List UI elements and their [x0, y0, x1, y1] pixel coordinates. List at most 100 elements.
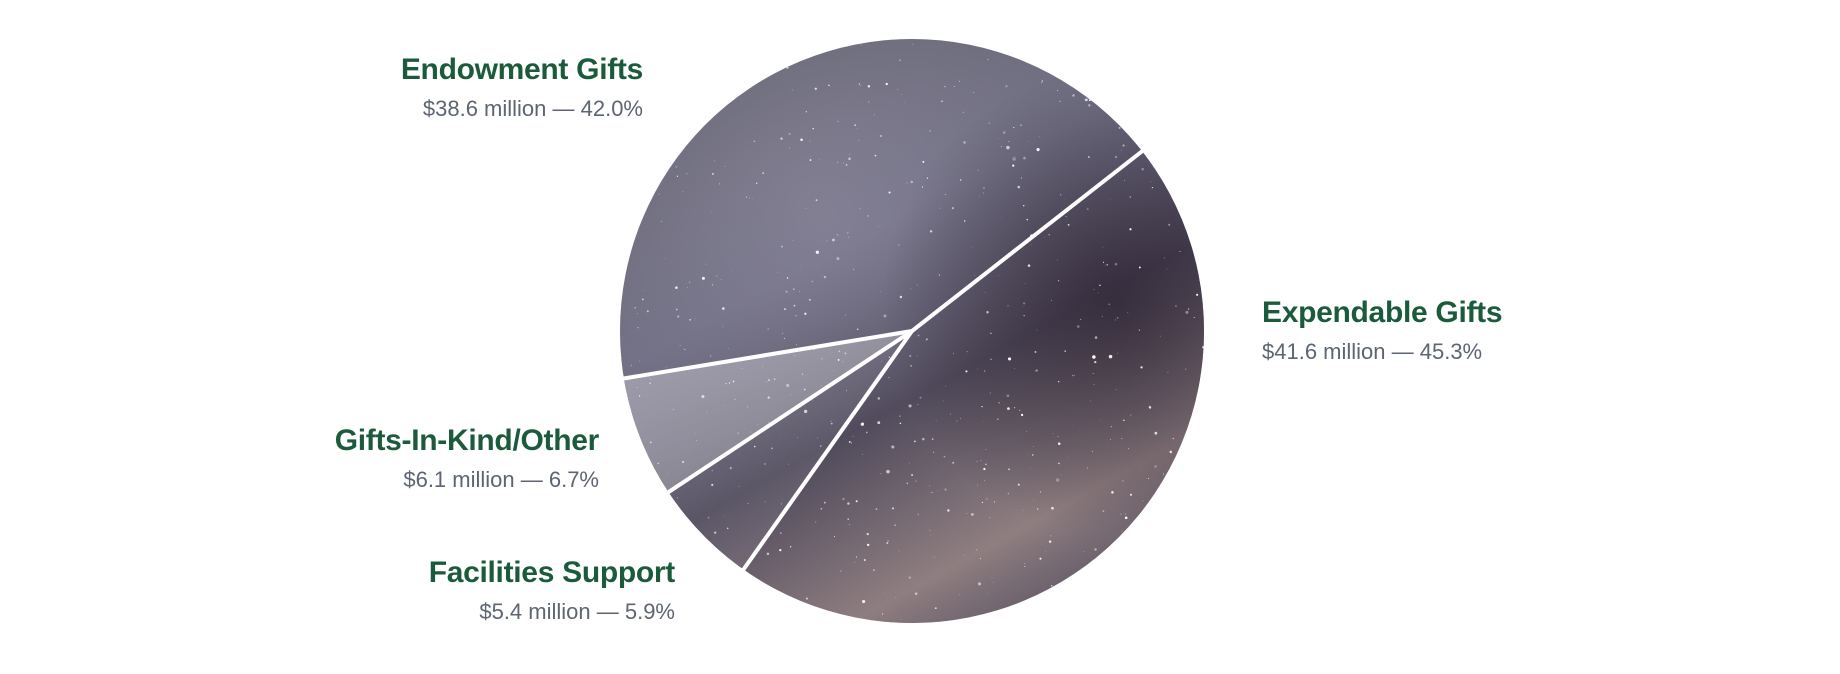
star: [1108, 303, 1111, 306]
star: [636, 529, 637, 531]
star: [1192, 583, 1195, 586]
star: [738, 486, 740, 488]
star: [1039, 491, 1042, 493]
star: [911, 474, 913, 476]
star: [1167, 371, 1169, 373]
star: [866, 543, 870, 547]
star: [842, 497, 845, 501]
star: [1148, 406, 1152, 409]
star: [1042, 39, 1044, 41]
star: [815, 250, 820, 254]
star: [1033, 446, 1034, 448]
star: [885, 82, 888, 86]
star: [708, 619, 710, 621]
star: [1090, 400, 1091, 402]
star: [781, 503, 783, 505]
star: [788, 463, 789, 465]
star: [929, 485, 930, 487]
star: [765, 615, 768, 618]
star: [1154, 431, 1158, 435]
star: [828, 84, 830, 87]
star: [1175, 305, 1177, 307]
star: [781, 332, 784, 334]
star: [797, 437, 799, 439]
star: [939, 207, 941, 209]
star: [1179, 551, 1182, 555]
star: [675, 308, 678, 311]
star: [916, 355, 918, 357]
star: [716, 275, 718, 277]
star: [1103, 261, 1105, 263]
star: [880, 291, 882, 292]
star: [671, 72, 673, 74]
star: [675, 165, 678, 168]
star: [1185, 310, 1189, 314]
star: [976, 41, 979, 44]
star: [1107, 444, 1109, 446]
star: [799, 266, 801, 268]
star: [1168, 546, 1171, 548]
star: [906, 482, 909, 485]
star: [801, 373, 803, 375]
star: [620, 391, 622, 395]
star: [1007, 357, 1012, 361]
star: [1145, 590, 1148, 593]
star: [805, 597, 808, 600]
star: [693, 83, 696, 86]
star: [793, 354, 796, 356]
star: [674, 106, 675, 107]
star: [639, 426, 641, 428]
star: [832, 238, 835, 242]
star: [1014, 156, 1016, 157]
star: [1027, 529, 1028, 531]
star: [903, 102, 905, 104]
star: [1036, 508, 1039, 510]
star: [785, 290, 788, 293]
star: [815, 521, 817, 523]
star: [699, 608, 701, 610]
star: [809, 140, 811, 142]
star: [998, 274, 1000, 276]
star: [984, 480, 986, 481]
star: [1036, 148, 1040, 152]
star: [1068, 595, 1070, 597]
star: [1132, 536, 1134, 538]
star: [1028, 140, 1030, 142]
star: [985, 449, 987, 450]
star: [854, 561, 856, 563]
star: [1073, 53, 1075, 54]
star: [861, 453, 863, 455]
star: [649, 194, 651, 197]
star: [888, 356, 891, 358]
star: [816, 437, 818, 439]
star: [780, 532, 782, 534]
star: [1074, 374, 1075, 376]
star: [641, 298, 644, 301]
star: [1052, 433, 1054, 434]
star: [1064, 199, 1065, 201]
star: [687, 287, 688, 288]
star: [790, 546, 792, 548]
star: [892, 507, 894, 510]
star: [780, 532, 782, 534]
star: [1157, 39, 1159, 41]
star: [931, 491, 933, 494]
star: [997, 418, 999, 420]
star: [830, 420, 832, 422]
star: [897, 89, 899, 91]
star: [1055, 478, 1060, 482]
star: [978, 195, 980, 197]
star: [746, 196, 747, 198]
star: [673, 527, 676, 530]
star: [1178, 159, 1182, 163]
star: [1044, 151, 1046, 153]
star: [867, 85, 871, 88]
star: [803, 388, 806, 391]
star: [1091, 615, 1093, 618]
star: [1127, 312, 1129, 313]
star: [1068, 58, 1070, 59]
star: [825, 105, 827, 106]
star: [1092, 355, 1096, 359]
star: [1168, 73, 1170, 74]
star: [780, 433, 781, 434]
